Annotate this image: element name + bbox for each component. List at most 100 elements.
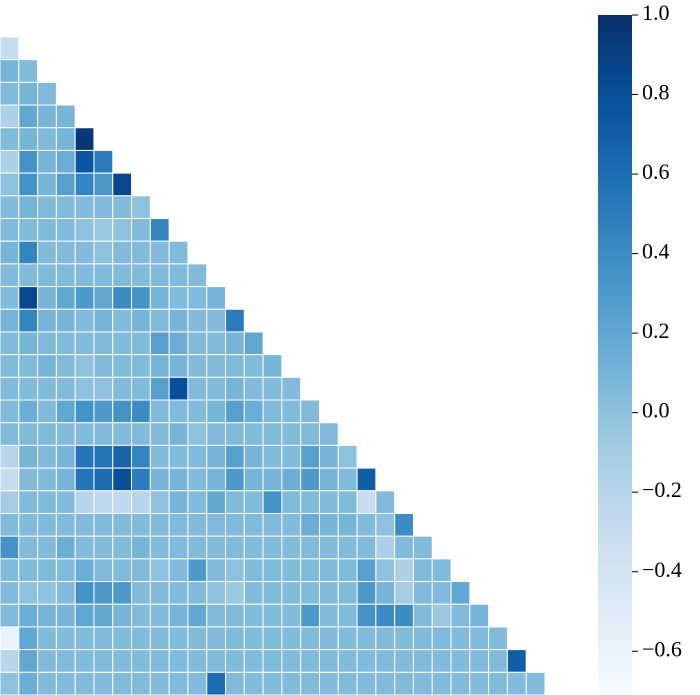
cell xyxy=(131,195,151,220)
cell xyxy=(131,422,151,446)
cell xyxy=(55,149,76,174)
cell xyxy=(300,671,320,695)
cell xyxy=(337,558,358,583)
cell xyxy=(281,581,302,605)
cell xyxy=(243,331,264,356)
cell xyxy=(450,671,471,695)
cell xyxy=(37,263,57,288)
cell xyxy=(337,467,358,492)
cell xyxy=(93,286,114,310)
cell xyxy=(0,36,20,61)
cell xyxy=(93,467,114,492)
colorbar-tick-label: −0.6 xyxy=(642,636,682,661)
cell xyxy=(206,581,227,605)
cell xyxy=(300,558,320,583)
cell xyxy=(55,331,76,356)
cell xyxy=(356,581,377,605)
cell xyxy=(112,626,133,651)
cell xyxy=(74,286,95,310)
cell xyxy=(18,263,39,288)
cell xyxy=(356,535,377,560)
cell xyxy=(131,490,151,514)
cell xyxy=(168,467,189,492)
cell xyxy=(187,286,208,310)
cell xyxy=(168,671,189,695)
cell xyxy=(469,626,490,651)
cell xyxy=(262,603,283,628)
cell xyxy=(93,399,114,424)
cell xyxy=(168,376,189,401)
cell xyxy=(0,581,20,605)
cell xyxy=(149,467,170,492)
cell xyxy=(168,626,189,651)
cell xyxy=(431,581,452,605)
cell xyxy=(37,581,57,605)
cell xyxy=(37,172,57,197)
cell xyxy=(37,149,57,174)
cell xyxy=(450,649,471,673)
cell xyxy=(112,240,133,265)
cell xyxy=(394,649,414,673)
cell xyxy=(300,535,320,560)
cell xyxy=(0,81,20,106)
cell xyxy=(0,422,20,446)
cell xyxy=(93,444,114,469)
cell xyxy=(394,535,414,560)
cell xyxy=(394,558,414,583)
cell xyxy=(488,626,508,651)
cell xyxy=(93,263,114,288)
cell xyxy=(149,581,170,605)
cell xyxy=(74,558,95,583)
cell xyxy=(55,626,76,651)
cell xyxy=(300,444,320,469)
cell xyxy=(300,649,320,673)
cell xyxy=(243,444,264,469)
cell xyxy=(55,558,76,583)
cell xyxy=(168,444,189,469)
cell xyxy=(225,626,245,651)
cell xyxy=(112,263,133,288)
cell xyxy=(281,444,302,469)
cell xyxy=(149,240,170,265)
colorbar-tick-label: 0.0 xyxy=(642,398,670,423)
cell xyxy=(55,354,76,378)
cell xyxy=(262,671,283,695)
cell xyxy=(149,603,170,628)
cell xyxy=(112,671,133,695)
cell xyxy=(187,558,208,583)
cell xyxy=(37,104,57,129)
cell xyxy=(356,671,377,695)
cell xyxy=(18,581,39,605)
cell xyxy=(206,649,227,673)
cell xyxy=(93,218,114,242)
cell xyxy=(93,331,114,356)
colorbar-tick-label: 0.6 xyxy=(642,159,670,184)
cell xyxy=(281,671,302,695)
cell xyxy=(337,671,358,695)
cell xyxy=(18,649,39,673)
cell xyxy=(225,331,245,356)
cell xyxy=(18,558,39,583)
cell xyxy=(262,649,283,673)
cell xyxy=(206,354,227,378)
cell xyxy=(37,81,57,106)
colorbar xyxy=(598,15,632,695)
cell xyxy=(74,308,95,333)
cell xyxy=(112,331,133,356)
cell xyxy=(243,558,264,583)
cell xyxy=(74,535,95,560)
cell xyxy=(93,626,114,651)
cell xyxy=(187,581,208,605)
cell xyxy=(281,399,302,424)
cell xyxy=(74,512,95,537)
cell xyxy=(37,399,57,424)
cell xyxy=(243,376,264,401)
cell xyxy=(206,422,227,446)
cell xyxy=(37,422,57,446)
cell xyxy=(112,286,133,310)
cell xyxy=(18,467,39,492)
cell xyxy=(243,399,264,424)
cell xyxy=(206,286,227,310)
cell xyxy=(450,581,471,605)
